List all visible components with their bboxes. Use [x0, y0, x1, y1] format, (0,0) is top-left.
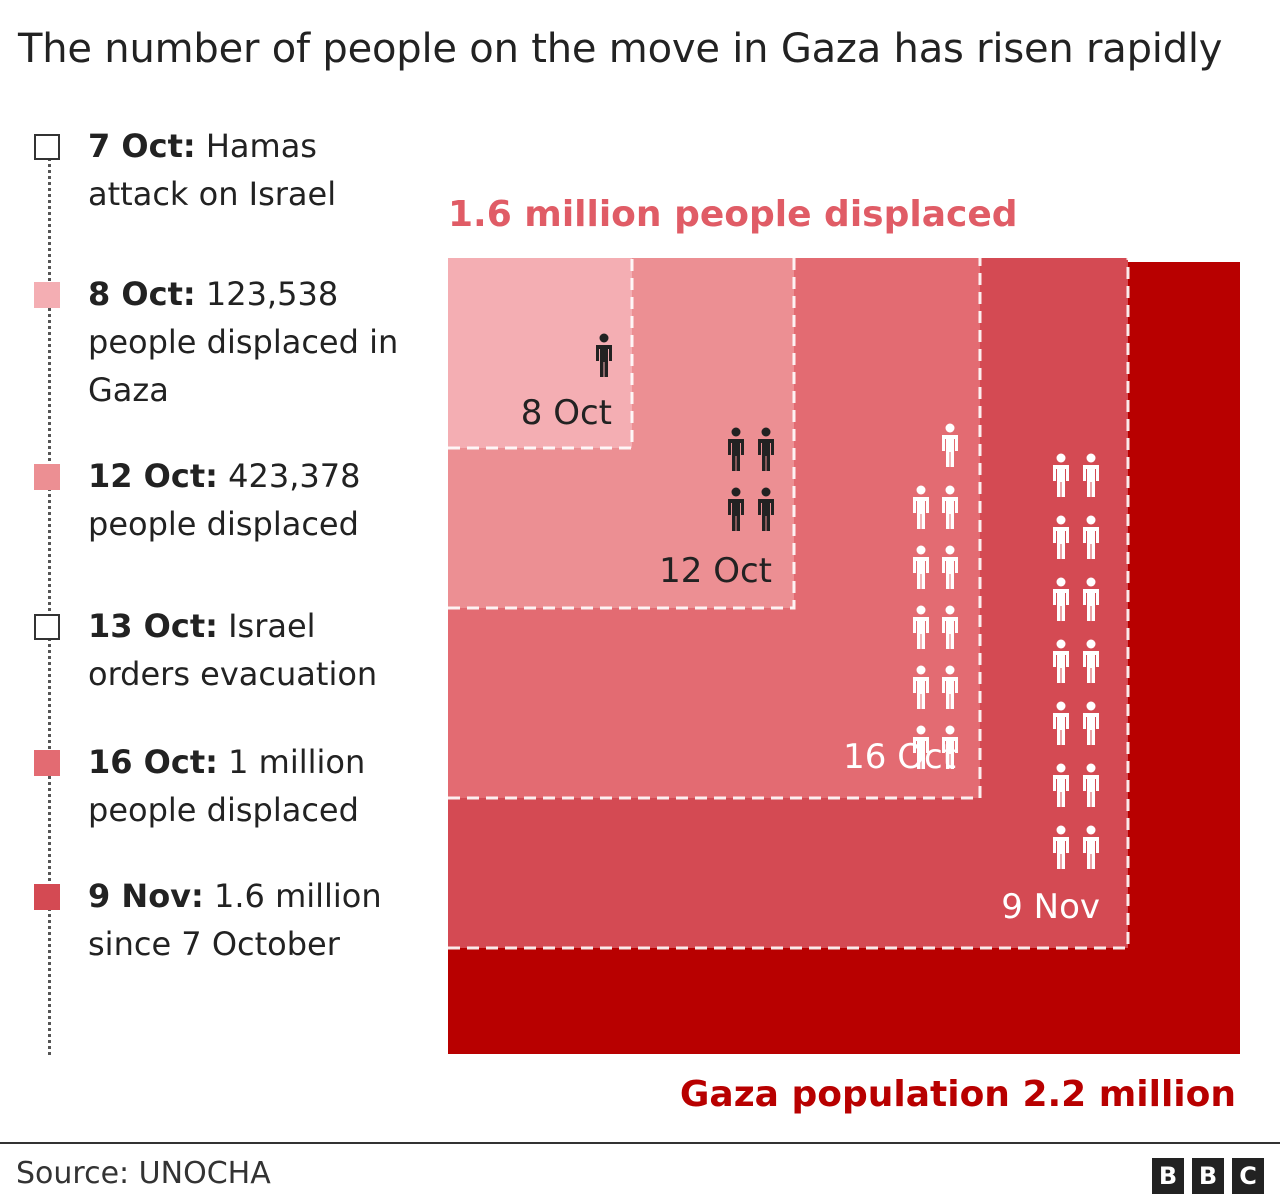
- person-icon: [1083, 763, 1099, 807]
- person-icon: [758, 427, 774, 471]
- person-icon: [942, 485, 958, 529]
- person-icon: [1083, 515, 1099, 559]
- series-label: 8 Oct: [521, 393, 612, 433]
- series-label: 9 Nov: [1001, 887, 1100, 927]
- area-dashed-border: [448, 258, 982, 800]
- person-icon: [1083, 453, 1099, 497]
- timeline-date: 7 Oct:: [88, 127, 196, 165]
- person-icon: [1053, 825, 1069, 869]
- bbc-logo: B B C: [1152, 1158, 1264, 1194]
- timeline-text: 7 Oct: Hamas attack on Israel: [88, 122, 418, 218]
- timeline-date: 13 Oct:: [88, 607, 218, 645]
- person-icon: [728, 427, 744, 471]
- bbc-logo-letter: B: [1192, 1158, 1224, 1194]
- timeline-text: 8 Oct: 123,538 people displaced in Gaza: [88, 270, 418, 414]
- timeline-date: 9 Nov:: [88, 877, 204, 915]
- timeline-date: 12 Oct:: [88, 457, 218, 495]
- person-icon: [1083, 639, 1099, 683]
- person-icon: [942, 605, 958, 649]
- bbc-logo-letter: C: [1232, 1158, 1264, 1194]
- timeline-marker: [34, 282, 60, 308]
- person-icon: [913, 605, 929, 649]
- footer-rule: [0, 1142, 1280, 1144]
- timeline-description: Israel orders evacuation: [88, 607, 378, 693]
- area-dashed-border: [448, 258, 796, 610]
- timeline-text: 16 Oct: 1 million people displaced: [88, 738, 418, 834]
- person-icon: [1053, 453, 1069, 497]
- person-icon: [942, 545, 958, 589]
- timeline-text: 13 Oct: Israel orders evacuation: [88, 602, 418, 698]
- person-icon: [596, 333, 612, 377]
- person-icon: [1053, 577, 1069, 621]
- bbc-logo-letter: B: [1152, 1158, 1184, 1194]
- timeline-marker: [34, 750, 60, 776]
- timeline-description: 1.6 million since 7 October: [88, 877, 382, 963]
- timeline-marker: [34, 464, 60, 490]
- person-icon: [913, 725, 929, 769]
- person-icon: [1053, 515, 1069, 559]
- person-icon: [913, 665, 929, 709]
- timeline-description: 123,538 people displaced in Gaza: [88, 275, 399, 409]
- timeline-description: 1 million people displaced: [88, 743, 366, 829]
- timeline-date: 8 Oct:: [88, 275, 196, 313]
- person-icon: [913, 545, 929, 589]
- timeline-date: 16 Oct:: [88, 743, 218, 781]
- timeline-marker: [34, 614, 60, 640]
- displaced-total-label: 1.6 million people displaced: [448, 194, 1018, 235]
- timeline-dotted-line: [48, 140, 51, 1055]
- series-label: 12 Oct: [659, 551, 772, 591]
- person-icon: [1053, 701, 1069, 745]
- person-icon: [942, 725, 958, 769]
- person-icon: [1083, 825, 1099, 869]
- person-icon: [942, 665, 958, 709]
- area-dashed-border: [448, 258, 634, 450]
- person-icon: [1083, 577, 1099, 621]
- timeline-marker: [34, 134, 60, 160]
- person-icon: [1053, 763, 1069, 807]
- person-icon: [1053, 639, 1069, 683]
- timeline-text: 9 Nov: 1.6 million since 7 October: [88, 872, 418, 968]
- source-text: Source: UNOCHA: [16, 1156, 271, 1191]
- person-icon: [758, 487, 774, 531]
- chart-title: The number of people on the move in Gaza…: [18, 26, 1223, 72]
- person-icon: [1083, 701, 1099, 745]
- timeline-marker: [34, 884, 60, 910]
- series-label: 16 Oct: [843, 737, 956, 777]
- timeline: 7 Oct: Hamas attack on Israel 8 Oct: 123,…: [0, 0, 420, 1080]
- timeline-text: 12 Oct: 423,378 people displaced: [88, 452, 418, 548]
- person-icon: [728, 487, 744, 531]
- timeline-description: 423,378 people displaced: [88, 457, 361, 543]
- timeline-description: Hamas attack on Israel: [88, 127, 337, 213]
- area-dashed-border: [448, 258, 1130, 950]
- person-icon: [942, 423, 958, 467]
- person-icon: [913, 485, 929, 529]
- population-label: Gaza population 2.2 million: [679, 1074, 1236, 1115]
